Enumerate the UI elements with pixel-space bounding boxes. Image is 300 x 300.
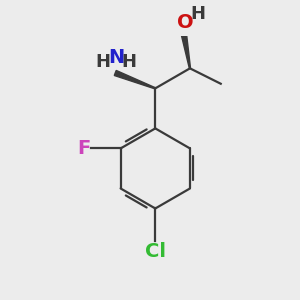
Text: F: F	[77, 139, 90, 158]
Text: H: H	[95, 53, 110, 71]
Polygon shape	[181, 33, 190, 68]
Text: N: N	[109, 48, 125, 67]
Polygon shape	[114, 70, 155, 89]
Text: O: O	[177, 14, 194, 32]
Text: H: H	[122, 53, 136, 71]
Text: H: H	[190, 5, 205, 23]
Text: Cl: Cl	[145, 242, 166, 261]
